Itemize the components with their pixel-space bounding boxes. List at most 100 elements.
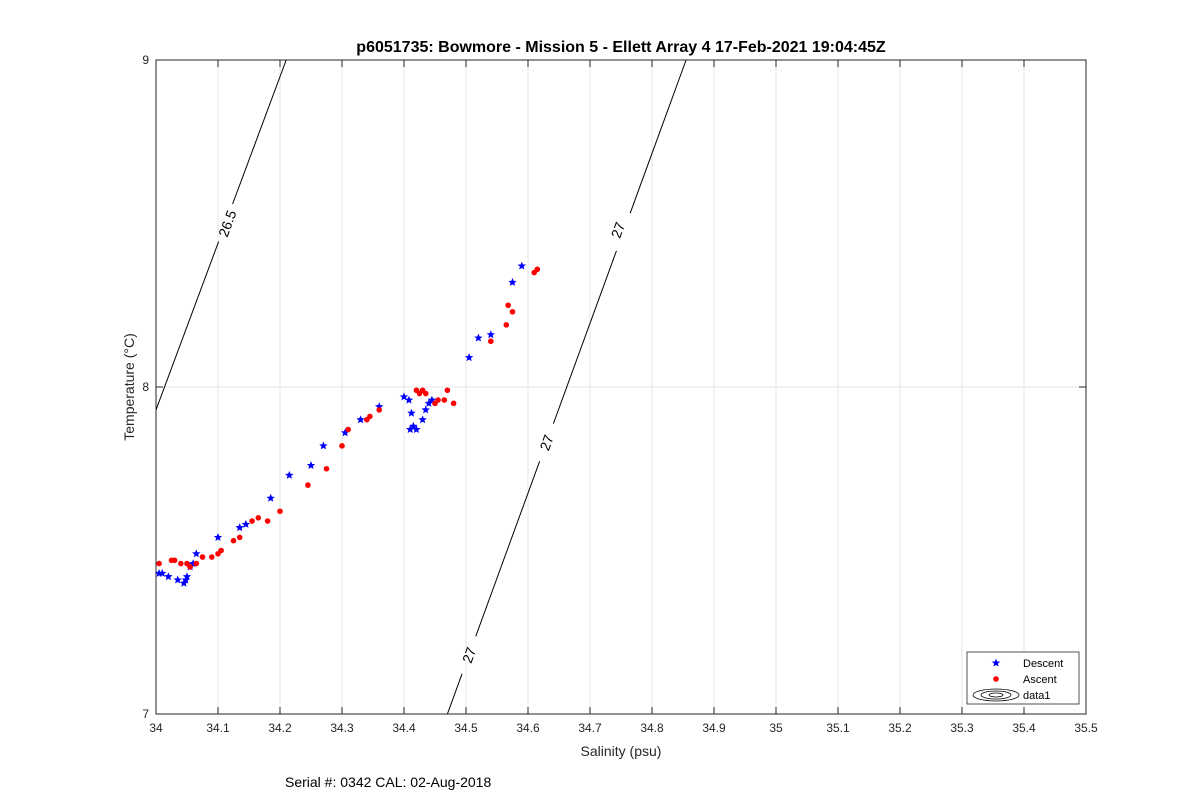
y-axis-label: Temperature (°C) — [121, 333, 137, 441]
x-tick-label: 35.1 — [826, 721, 850, 735]
data-point-descent — [412, 425, 421, 434]
contour-line-26.5 — [155, 241, 220, 411]
contour-line-27 — [446, 673, 463, 715]
x-tick-label: 34.4 — [392, 721, 416, 735]
data-point-ascent — [255, 515, 262, 521]
data-point-ascent — [218, 547, 224, 554]
data-point-ascent — [230, 537, 237, 544]
data-point-ascent — [305, 482, 311, 488]
data-point-ascent — [488, 338, 494, 345]
data-point-descent — [164, 572, 173, 581]
contour-line-26.5 — [232, 59, 287, 205]
data-point-descent — [517, 261, 526, 270]
legend-entries: Descent Ascent data1 — [972, 658, 1063, 702]
x-tick-label: 35.3 — [950, 721, 974, 735]
x-tick-label: 35.2 — [888, 721, 912, 735]
data-point-descent — [407, 408, 416, 417]
data-point-descent — [173, 575, 182, 584]
data-point-ascent — [534, 266, 541, 273]
x-tick-label: 34.6 — [516, 721, 540, 735]
x-tick-label: 34.9 — [702, 721, 726, 735]
data-point-ascent — [435, 397, 441, 403]
data-point-descent — [399, 392, 409, 401]
x-tick-label: 34.3 — [330, 721, 354, 735]
data-point-ascent — [249, 518, 255, 524]
legend-label: data1 — [1023, 690, 1051, 702]
data-point-ascent — [444, 387, 451, 394]
legend-contour-ring — [988, 692, 1004, 698]
legend-box — [966, 651, 1080, 705]
data-point-ascent — [171, 557, 178, 564]
data-point-descent — [508, 277, 517, 286]
data-point-descent — [213, 533, 223, 541]
data-point-ascent — [199, 554, 206, 560]
data-point-descent — [464, 353, 474, 362]
data-point-ascent — [509, 308, 516, 315]
y-axis: 7 8 9 — [142, 53, 1086, 721]
data-point-ascent — [193, 560, 200, 567]
legend-label: Descent — [1023, 658, 1063, 670]
data-point-descent — [486, 330, 495, 339]
x-tick-label: 35 — [769, 721, 783, 735]
data-series — [154, 261, 541, 587]
data-point-ascent — [156, 560, 162, 567]
data-point-descent — [421, 405, 430, 414]
contour-line-27 — [629, 59, 687, 214]
series-ascent — [156, 266, 541, 570]
x-tick-label: 34 — [149, 721, 163, 735]
x-tick-label: 34.8 — [640, 721, 664, 735]
y-tick-label: 8 — [142, 380, 149, 394]
data-point-ascent — [345, 426, 352, 433]
legend-marker-ascent — [993, 676, 999, 682]
data-point-descent — [241, 519, 251, 528]
data-point-descent — [409, 421, 418, 430]
legend: Descent Ascent data1 — [966, 651, 1080, 705]
data-point-descent — [356, 415, 365, 424]
data-point-ascent — [503, 322, 510, 328]
contour-line-27 — [475, 461, 541, 637]
data-point-ascent — [339, 443, 345, 449]
x-tick-label: 35.4 — [1012, 721, 1036, 735]
legend-label: Ascent — [1023, 674, 1057, 686]
x-tick-label: 34.1 — [206, 721, 230, 735]
contour-line-27 — [552, 250, 617, 424]
chart-title: p6051735: Bowmore - Mission 5 - Ellett A… — [356, 39, 886, 56]
data-point-ascent — [367, 413, 373, 420]
data-point-ascent — [376, 407, 383, 413]
data-point-ascent — [178, 560, 184, 567]
data-point-ascent — [209, 554, 215, 560]
serial-cal-label: Serial #: 0342 CAL: 02-Aug-2018 — [285, 774, 491, 790]
data-point-ascent — [236, 534, 243, 541]
data-point-descent — [266, 493, 275, 502]
y-tick-label: 7 — [142, 707, 149, 721]
x-tick-label: 34.7 — [578, 721, 602, 735]
legend-marker-descent — [991, 658, 1001, 667]
data-point-descent — [182, 572, 192, 581]
data-point-ascent — [277, 508, 283, 515]
legend-contour-ring — [980, 690, 1012, 700]
data-point-descent — [158, 569, 167, 577]
legend-contour-ring — [972, 688, 1020, 702]
y-tick-label: 9 — [142, 53, 149, 67]
contour-label: 27 — [536, 432, 556, 452]
data-point-descent — [418, 415, 427, 424]
data-point-descent — [404, 395, 414, 404]
x-tick-label: 35.5 — [1074, 721, 1098, 735]
data-point-ascent — [323, 465, 330, 472]
data-point-descent — [306, 461, 316, 470]
data-point-ascent — [505, 302, 511, 309]
data-point-ascent — [264, 518, 271, 524]
data-point-ascent — [187, 564, 193, 570]
data-point-descent — [235, 523, 244, 532]
contour-label: 27 — [608, 220, 628, 240]
data-point-descent — [285, 470, 294, 479]
data-point-descent — [474, 333, 483, 342]
data-point-descent — [192, 549, 201, 558]
x-axis-label: Salinity (psu) — [581, 743, 662, 759]
data-point-ascent — [441, 397, 448, 403]
contour-label: 27 — [459, 645, 479, 665]
data-point-ascent — [450, 400, 457, 407]
legend-contour-icon — [972, 688, 1020, 702]
